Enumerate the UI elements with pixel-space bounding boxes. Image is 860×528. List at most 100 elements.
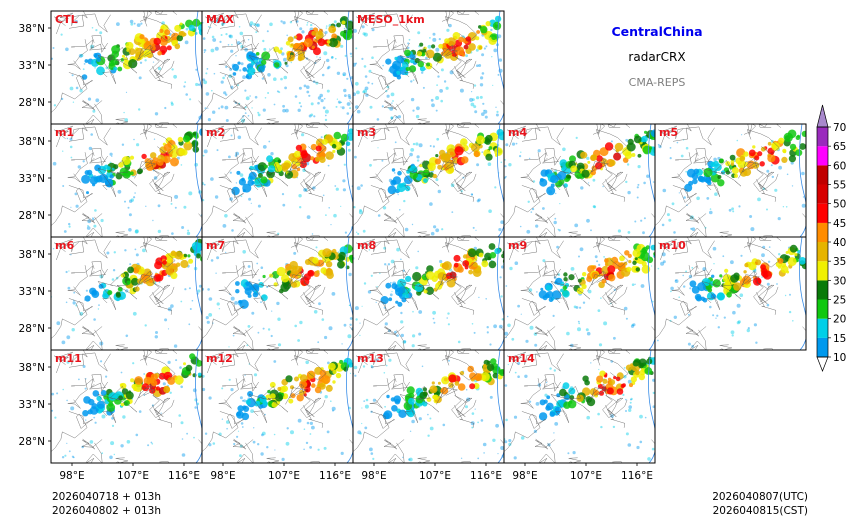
colorbar-bin bbox=[817, 203, 828, 223]
coastline bbox=[497, 350, 504, 463]
echo-cell bbox=[406, 169, 411, 174]
init-time-cst: 2026040802 + 013h bbox=[52, 505, 161, 517]
province-boundary bbox=[738, 157, 761, 179]
echo-cell bbox=[117, 286, 123, 292]
echo-cell bbox=[287, 172, 291, 176]
echo-cell bbox=[193, 436, 195, 439]
echo-cell bbox=[294, 35, 298, 39]
province-boundary bbox=[115, 344, 128, 350]
echo-cell bbox=[497, 73, 500, 76]
echo-cell bbox=[431, 44, 436, 49]
echo-cell bbox=[550, 183, 555, 188]
echo-cell bbox=[332, 369, 337, 375]
echo-cell bbox=[429, 202, 433, 206]
echo-cell bbox=[447, 312, 450, 315]
panel-frame bbox=[503, 349, 656, 464]
echo-cell bbox=[462, 260, 470, 267]
province-boundary bbox=[290, 350, 304, 361]
echo-cell bbox=[167, 360, 171, 364]
echo-cell bbox=[632, 249, 641, 258]
province-boundary bbox=[300, 45, 326, 79]
panel-label: m12 bbox=[206, 352, 233, 365]
echo-cell bbox=[707, 180, 712, 186]
province-boundary bbox=[109, 46, 138, 74]
echo-cell bbox=[467, 248, 477, 258]
echo-cell bbox=[187, 254, 191, 258]
echo-cell bbox=[385, 58, 392, 65]
echo-cell bbox=[542, 207, 545, 210]
province-boundary bbox=[399, 394, 418, 423]
echo-cell bbox=[130, 22, 134, 26]
echo-cell bbox=[317, 101, 320, 105]
province-boundary bbox=[134, 157, 157, 179]
variable-title: radarCRX bbox=[628, 50, 685, 64]
echo-cell bbox=[344, 256, 350, 262]
echo-cell bbox=[609, 159, 616, 167]
echo-cell bbox=[180, 300, 183, 303]
echo-cell bbox=[627, 443, 632, 447]
echo-cell bbox=[376, 286, 378, 288]
province-boundary bbox=[451, 45, 477, 79]
echo-cell bbox=[640, 284, 645, 288]
province-boundary bbox=[152, 169, 171, 190]
province-boundary bbox=[202, 301, 239, 339]
echo-cell bbox=[465, 388, 468, 391]
echo-cell bbox=[240, 45, 244, 49]
echo-cell bbox=[249, 286, 255, 291]
echo-cell bbox=[281, 274, 290, 283]
echo-cell bbox=[750, 227, 755, 232]
echo-cell bbox=[253, 23, 257, 26]
echo-cell bbox=[437, 75, 440, 78]
echo-cell bbox=[88, 146, 93, 151]
province-boundary bbox=[232, 438, 254, 450]
echo-cell bbox=[283, 75, 288, 80]
echo-cell bbox=[324, 109, 329, 114]
echo-cell bbox=[349, 372, 352, 374]
echo-cell bbox=[197, 289, 201, 293]
echo-cell bbox=[328, 37, 338, 48]
echo-cell bbox=[92, 218, 95, 221]
echo-cell bbox=[388, 358, 392, 362]
province-boundary bbox=[507, 125, 526, 148]
province-boundary bbox=[305, 350, 329, 354]
echo-cell bbox=[436, 84, 438, 86]
echo-cell bbox=[440, 387, 449, 395]
province-boundary bbox=[305, 58, 324, 89]
echo-cell bbox=[117, 66, 123, 72]
colorbar-tick-label: 45 bbox=[833, 218, 846, 230]
echo-cell bbox=[604, 142, 614, 151]
echo-cell bbox=[493, 48, 498, 53]
echo-cell bbox=[650, 129, 655, 138]
echo-cell bbox=[290, 61, 292, 64]
echo-cell bbox=[377, 214, 381, 217]
echo-cell bbox=[475, 36, 480, 41]
echo-cell bbox=[210, 177, 214, 181]
colorbar-extend-max bbox=[816, 104, 829, 128]
province-boundary bbox=[222, 124, 239, 139]
echo-cell bbox=[501, 265, 504, 269]
echo-cell bbox=[801, 171, 805, 176]
panel-label: m6 bbox=[55, 239, 74, 252]
echo-cell bbox=[415, 114, 420, 119]
panel-m12: m12 bbox=[201, 349, 354, 464]
province-boundary bbox=[390, 148, 408, 164]
echo-cell bbox=[774, 188, 778, 192]
echo-cell bbox=[794, 253, 798, 257]
echo-cell bbox=[180, 385, 183, 389]
colorbar-bin bbox=[817, 337, 828, 357]
echo-cell bbox=[353, 28, 357, 33]
echo-cell bbox=[54, 416, 57, 419]
province-boundary bbox=[373, 39, 410, 53]
province-boundary bbox=[753, 271, 779, 305]
province-boundary bbox=[689, 329, 707, 350]
province-boundary bbox=[370, 185, 395, 203]
province-boundary bbox=[607, 284, 626, 315]
echo-cell bbox=[309, 421, 313, 425]
echo-cell bbox=[657, 143, 660, 146]
echo-cell bbox=[625, 432, 629, 436]
echo-cell bbox=[483, 109, 485, 112]
echo-cell bbox=[170, 157, 179, 167]
echo-cell bbox=[709, 208, 712, 210]
echo-cell bbox=[153, 37, 161, 46]
echo-cell bbox=[170, 101, 173, 104]
